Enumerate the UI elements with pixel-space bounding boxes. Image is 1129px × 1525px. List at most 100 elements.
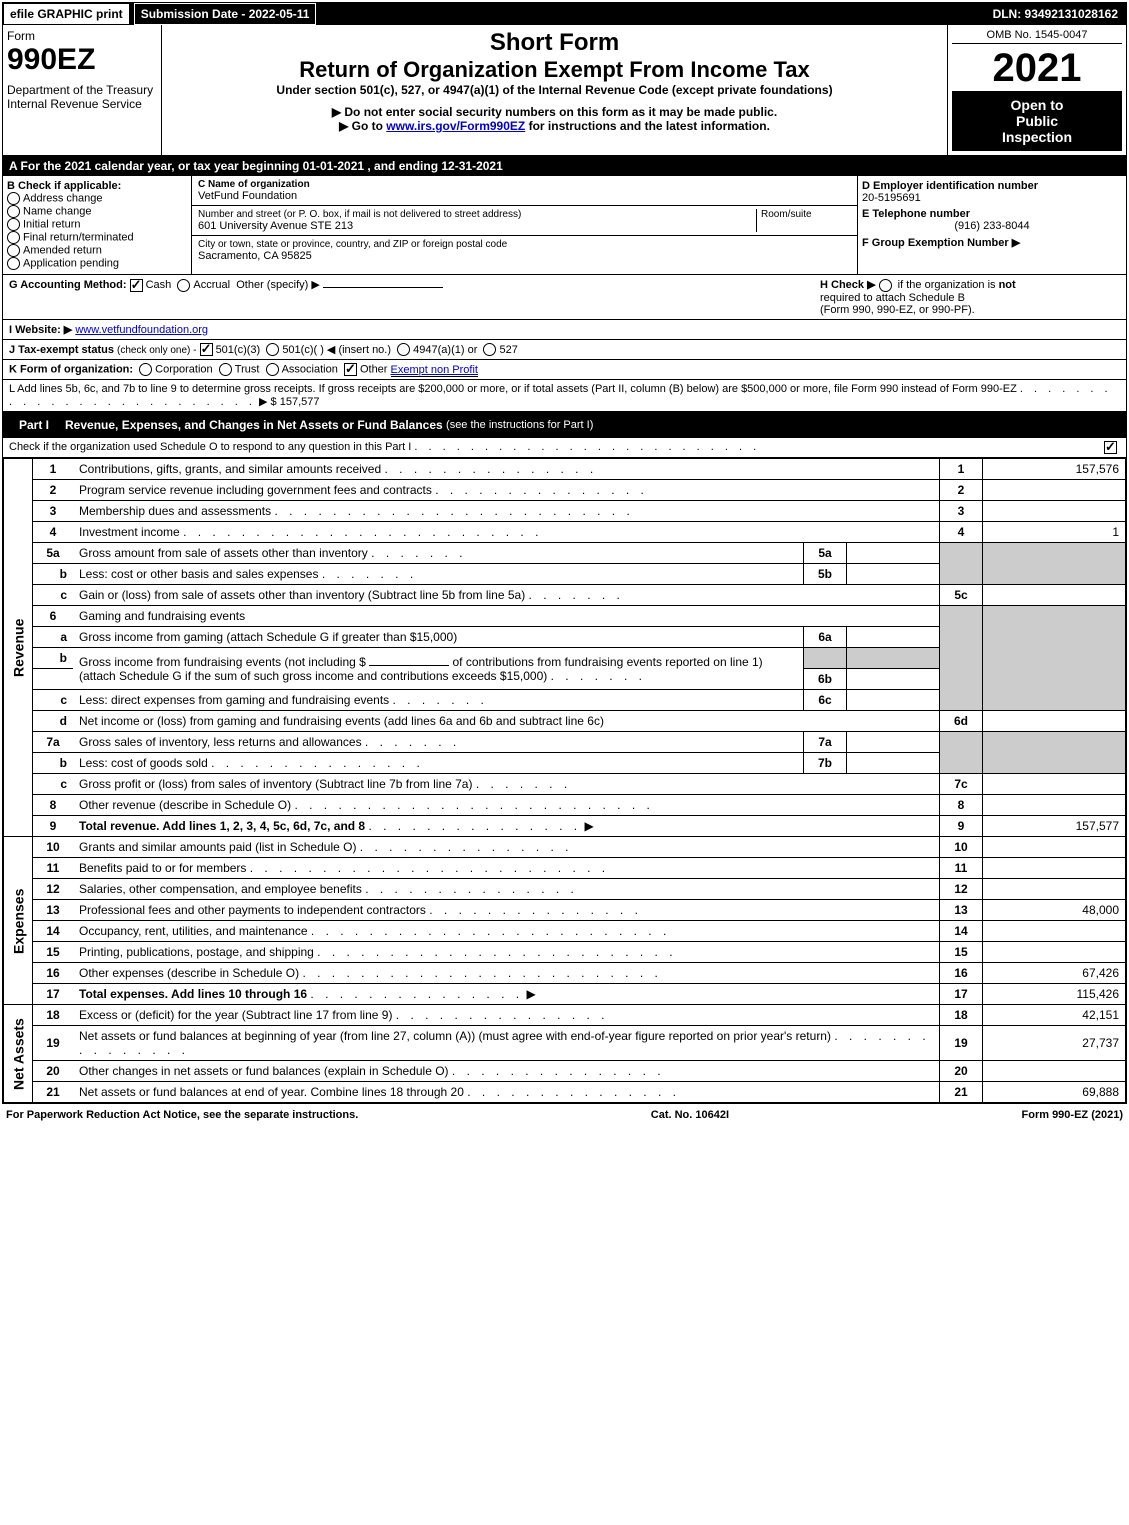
checkbox-amended[interactable] [7, 244, 20, 257]
line-20: 20 Other changes in net assets or fund b… [4, 1061, 1126, 1082]
checkbox-other-org[interactable] [344, 363, 357, 376]
val-17: 115,426 [983, 984, 1126, 1005]
h-section: H Check ▶ if the organization is not req… [820, 278, 1120, 316]
line-10: Expenses 10 Grants and similar amounts p… [4, 837, 1126, 858]
part1-title: Revenue, Expenses, and Changes in Net As… [65, 418, 443, 432]
checkbox-name[interactable] [7, 205, 20, 218]
ein-label: D Employer identification number [862, 180, 1122, 192]
part1-check: Check if the organization used Schedule … [3, 438, 1126, 458]
efile-print[interactable]: efile GRAPHIC print [3, 3, 130, 25]
val-16: 67,426 [983, 963, 1126, 984]
room-label: Room/suite [761, 209, 851, 220]
goto-line: ▶ Go to www.irs.gov/Form990EZ for instru… [166, 119, 943, 133]
checkbox-h[interactable] [879, 279, 892, 292]
checkbox-accrual[interactable] [177, 279, 190, 292]
netassets-label: Net Assets [4, 1005, 33, 1103]
val-12 [983, 879, 1126, 900]
org-name: VetFund Foundation [198, 190, 851, 202]
val-6a [847, 627, 940, 648]
val-6d [983, 711, 1126, 732]
checkbox-initial[interactable] [7, 218, 20, 231]
lines-table: Revenue 1 Contributions, gifts, grants, … [3, 458, 1126, 1103]
line-9: 9 Total revenue. Add lines 1, 2, 3, 4, 5… [4, 816, 1126, 837]
chk-address: Address change [7, 192, 187, 205]
ein: 20-5195691 [862, 192, 1122, 204]
footer-right: Form 990-EZ (2021) [1022, 1109, 1124, 1121]
return-title: Return of Organization Exempt From Incom… [166, 57, 943, 83]
line-4: 4 Investment income . . . . . . . . . . … [4, 522, 1126, 543]
l-text: L Add lines 5b, 6c, and 7b to line 9 to … [9, 383, 1017, 395]
goto-link[interactable]: www.irs.gov/Form990EZ [386, 119, 525, 133]
tax-year: 2021 [952, 46, 1122, 91]
val-3 [983, 501, 1126, 522]
header-left: Form 990EZ Department of the Treasury In… [3, 25, 162, 155]
val-1: 157,576 [983, 459, 1126, 480]
val-7b [847, 753, 940, 774]
open-public: Open to Public Inspection [952, 91, 1122, 151]
line-17: 17 Total expenses. Add lines 10 through … [4, 984, 1126, 1005]
val-2 [983, 480, 1126, 501]
city: Sacramento, CA 95825 [198, 250, 851, 262]
6b-blank[interactable] [369, 665, 449, 666]
line-18: Net Assets 18 Excess or (deficit) for th… [4, 1005, 1126, 1026]
checkbox-4947[interactable] [397, 343, 410, 356]
checkbox-schedule-o[interactable] [1104, 441, 1117, 454]
val-18: 42,151 [983, 1005, 1126, 1026]
val-8 [983, 795, 1126, 816]
revenue-label: Revenue [4, 459, 33, 837]
goto-pre: ▶ Go to [339, 119, 386, 133]
info-grid: B Check if applicable: Address change Na… [3, 176, 1126, 275]
street: 601 University Avenue STE 213 [198, 220, 756, 232]
open-3: Inspection [958, 129, 1116, 145]
row-l: L Add lines 5b, 6c, and 7b to line 9 to … [3, 380, 1126, 412]
val-10 [983, 837, 1126, 858]
expenses-label: Expenses [4, 837, 33, 1005]
header-right: OMB No. 1545-0047 2021 Open to Public In… [947, 25, 1126, 155]
val-6b [847, 669, 940, 690]
val-7a [847, 732, 940, 753]
line-16: 16 Other expenses (describe in Schedule … [4, 963, 1126, 984]
line-2: 2 Program service revenue including gove… [4, 480, 1126, 501]
checkbox-address[interactable] [7, 192, 20, 205]
g-label: G Accounting Method: [9, 279, 127, 291]
line-15: 15 Printing, publications, postage, and … [4, 942, 1126, 963]
line-13: 13 Professional fees and other payments … [4, 900, 1126, 921]
checkbox-trust[interactable] [219, 363, 232, 376]
open-1: Open to [958, 97, 1116, 113]
chk-name: Name change [7, 205, 187, 218]
other-specify-blank[interactable] [323, 287, 443, 288]
website-link[interactable]: www.vetfundfoundation.org [75, 324, 208, 336]
checkbox-cash[interactable] [130, 279, 143, 292]
part1-sub: (see the instructions for Part I) [446, 419, 593, 431]
checkbox-527[interactable] [483, 343, 496, 356]
footer-left: For Paperwork Reduction Act Notice, see … [6, 1109, 358, 1121]
line-19: 19 Net assets or fund balances at beginn… [4, 1026, 1126, 1061]
checkbox-501c3[interactable] [200, 343, 213, 356]
row-j: J Tax-exempt status (check only one) - 5… [3, 340, 1126, 361]
line-6: 6 Gaming and fundraising events [4, 606, 1126, 627]
header-center: Short Form Return of Organization Exempt… [162, 25, 947, 155]
phone: (916) 233-8044 [862, 220, 1122, 232]
submission-date: Submission Date - 2022-05-11 [134, 3, 317, 25]
line-6d: d Net income or (loss) from gaming and f… [4, 711, 1126, 732]
checkbox-assoc[interactable] [266, 363, 279, 376]
col-d: D Employer identification number 20-5195… [858, 176, 1126, 274]
c-name-cell: C Name of organization VetFund Foundatio… [192, 176, 857, 206]
street-label: Number and street (or P. O. box, if mail… [198, 209, 756, 220]
line-21: 21 Net assets or fund balances at end of… [4, 1082, 1126, 1103]
form-number: 990EZ [7, 43, 157, 77]
g-section: G Accounting Method: Cash Accrual Other … [9, 278, 820, 316]
l-value: 157,577 [280, 396, 320, 408]
short-form-title: Short Form [166, 29, 943, 57]
form-word: Form [7, 29, 157, 43]
checkbox-pending[interactable] [7, 257, 20, 270]
val-14 [983, 921, 1126, 942]
checkbox-501c[interactable] [266, 343, 279, 356]
footer-center: Cat. No. 10642I [651, 1109, 729, 1121]
checkbox-final[interactable] [7, 231, 20, 244]
val-4: 1 [983, 522, 1126, 543]
omb-no: OMB No. 1545-0047 [952, 29, 1122, 44]
checkbox-corp[interactable] [139, 363, 152, 376]
dln: DLN: 93492131028162 [985, 4, 1126, 24]
val-15 [983, 942, 1126, 963]
